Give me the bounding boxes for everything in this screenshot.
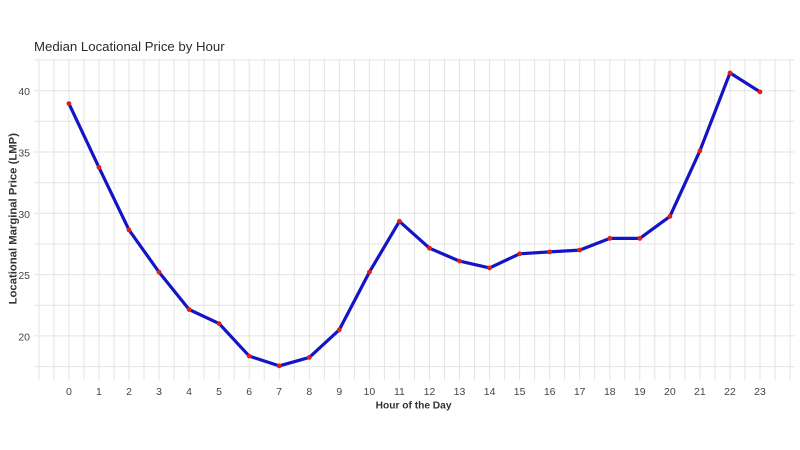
svg-text:21: 21 [694,386,706,398]
svg-text:20: 20 [664,386,676,398]
svg-text:4: 4 [186,386,192,398]
svg-text:Median Locational Price by Hou: Median Locational Price by Hour [34,39,225,54]
svg-text:19: 19 [634,386,646,398]
svg-text:0: 0 [66,386,72,398]
svg-text:3: 3 [156,386,162,398]
svg-text:9: 9 [336,386,342,398]
svg-text:20: 20 [18,331,30,343]
svg-text:40: 40 [18,86,30,98]
svg-text:5: 5 [216,386,222,398]
svg-text:Locational Marginal Price (LMP: Locational Marginal Price (LMP) [8,133,20,305]
svg-text:11: 11 [394,386,405,398]
svg-text:23: 23 [754,386,766,398]
svg-text:12: 12 [424,386,436,398]
svg-text:14: 14 [484,386,496,398]
svg-text:25: 25 [18,270,30,282]
svg-text:1: 1 [96,386,102,398]
svg-text:15: 15 [514,386,526,398]
svg-text:35: 35 [18,148,30,160]
svg-text:17: 17 [574,386,586,398]
svg-text:2: 2 [126,386,132,398]
svg-text:6: 6 [246,386,252,398]
svg-text:18: 18 [604,386,616,398]
svg-text:7: 7 [276,386,282,398]
svg-text:13: 13 [454,386,466,398]
svg-text:30: 30 [18,209,30,221]
svg-text:Hour of the Day: Hour of the Day [376,400,452,411]
svg-text:8: 8 [306,386,312,398]
svg-text:22: 22 [724,386,736,398]
svg-text:16: 16 [544,386,556,398]
svg-text:10: 10 [364,386,376,398]
